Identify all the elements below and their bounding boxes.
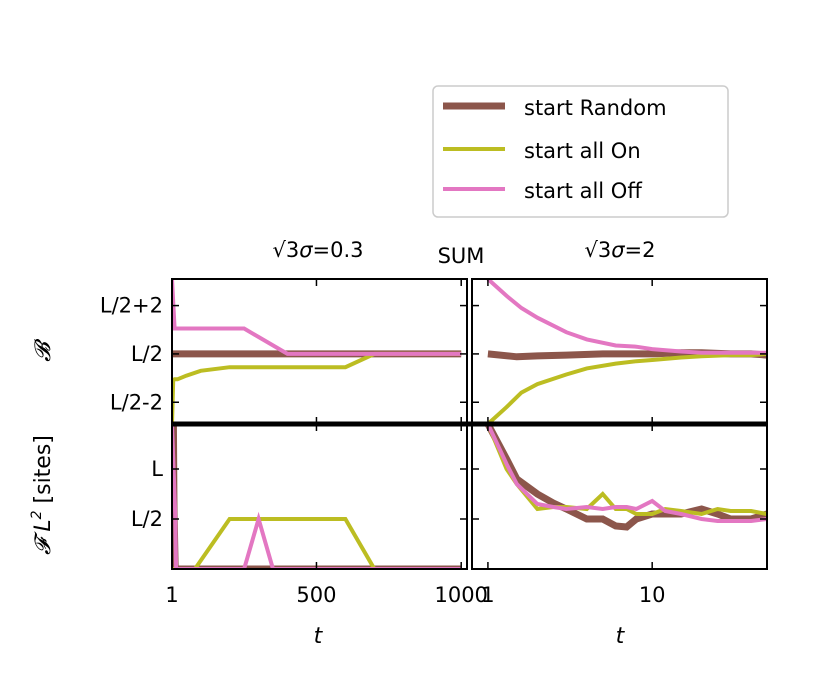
panel-r0-c1-series-start-all-off — [486, 279, 767, 355]
panel-r1-c0-series-start-random — [172, 424, 462, 569]
x-axis-title-left: t — [314, 624, 324, 649]
x-tick-label: 1 — [481, 583, 494, 607]
legend-frame — [432, 85, 729, 218]
panel-r0-c1-series-start-all-on — [486, 351, 767, 424]
y-axis-title-bottom-sup: 2 — [29, 510, 45, 519]
y-tick-label: L/2-2 — [110, 390, 163, 414]
panel-r1-c1-frame — [471, 423, 768, 570]
panel-r1-c1-series-start-all-on — [486, 424, 767, 517]
panel-r1-c1-series — [484, 424, 767, 531]
panel-r1-c0-series — [172, 424, 462, 569]
panel-title-right-prefix: √3 — [584, 238, 611, 262]
panel-r1-c0-series-start-all-off — [172, 424, 462, 569]
y-axis-title-top: 𝓑 — [31, 338, 56, 362]
y-axis-title-bottom-unit: [sites] — [31, 435, 56, 510]
panel-r0-c0-series-start-all-on — [172, 351, 462, 424]
legend-label-start-all-on: start all On — [524, 139, 641, 163]
panel-r1-c1-series-start-random — [484, 424, 767, 531]
panel-r1-c1-series-start-all-off — [486, 424, 767, 523]
panel-title-left-prefix: √3 — [272, 238, 299, 262]
y-tick-label: L/2+2 — [100, 294, 163, 318]
panel-r0-c0-series-start-all-off — [172, 279, 462, 356]
x-tick-label: 10 — [639, 583, 666, 607]
legend: start Random start all On start all Off — [432, 85, 729, 218]
panel-r0-c1-series — [486, 279, 767, 424]
panel-r0-c1 — [471, 278, 768, 425]
panel-r1-c0: L/2 L 1 500 1000 — [131, 423, 488, 607]
panel-title-right-sigma: σ — [611, 238, 625, 262]
y-tick-label: L — [151, 457, 163, 481]
x-tick-label: 1 — [165, 583, 178, 607]
y-tick-label: L/2 — [131, 342, 163, 366]
legend-label-start-all-off: start all Off — [524, 179, 642, 203]
x-axis-title-right: t — [616, 624, 626, 649]
panel-title-left: √3σ=0.3 — [272, 238, 363, 262]
panel-r0-c0-series — [172, 279, 462, 424]
panel-r0-c0: L/2-2 L/2 L/2+2 — [100, 278, 468, 425]
x-tick-label: 500 — [296, 583, 336, 607]
panel-r1-c1: 1 10 — [471, 423, 768, 607]
panel-r1-c0-frame — [171, 423, 468, 570]
panel-r1-c0-series-start-all-on — [172, 517, 462, 569]
sum-label: SUM — [438, 244, 485, 268]
y-axis-title-bottom-main: 𝓕 L — [31, 519, 56, 555]
y-tick-label: L/2 — [131, 507, 163, 531]
y-axis-title-bottom: 𝓕 L2 [sites] — [29, 435, 56, 555]
panel-title-right: √3σ=2 — [584, 238, 655, 262]
panel-title-left-value: =0.3 — [313, 238, 364, 262]
legend-label-start-random: start Random — [524, 96, 667, 120]
x-tick-label: 1000 — [434, 583, 487, 607]
panel-title-left-sigma: σ — [299, 238, 313, 262]
panel-title-right-value: =2 — [625, 238, 656, 262]
